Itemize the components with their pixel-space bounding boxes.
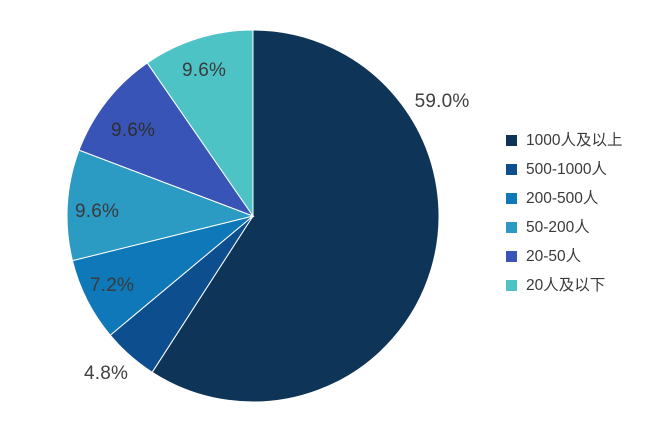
legend-swatch-icon xyxy=(506,193,517,204)
legend-swatch-icon xyxy=(506,251,517,262)
legend-swatch-icon xyxy=(506,280,517,291)
legend-item-label: 50-200人 xyxy=(526,218,590,236)
legend-item[interactable]: 50-200人 xyxy=(506,213,646,242)
pie-slice[interactable] xyxy=(146,29,254,218)
legend-item-label: 20-50人 xyxy=(526,247,582,265)
legend-item-label: 1000人及以上 xyxy=(526,131,623,149)
legend-swatch-icon xyxy=(506,222,517,233)
chart-legend: 1000人及以上 500-1000人 200-500人 50-200人 20-50人 20… xyxy=(506,126,646,300)
legend-swatch-icon xyxy=(506,164,517,175)
legend-swatch-icon xyxy=(506,135,517,146)
legend-item[interactable]: 20人及以下 xyxy=(506,271,646,300)
pie-slice-group xyxy=(66,29,440,403)
pie-slice[interactable] xyxy=(66,149,255,262)
legend-item[interactable]: 1000人及以上 xyxy=(506,126,646,155)
pie-slice[interactable] xyxy=(78,62,255,218)
pie-slice[interactable] xyxy=(151,29,440,403)
legend-item[interactable]: 200-500人 xyxy=(506,184,646,213)
pie-plot-area: 59.0% 4.8% 7.2% 9.6% 9.6% 9.6% xyxy=(66,29,469,403)
legend-item[interactable]: 500-1000人 xyxy=(506,155,646,184)
pie-svg xyxy=(66,29,440,403)
legend-item-label: 20人及以下 xyxy=(526,276,606,294)
legend-item-label: 200-500人 xyxy=(526,189,599,207)
legend-item-label: 500-1000人 xyxy=(526,160,608,178)
legend-item[interactable]: 20-50人 xyxy=(506,242,646,271)
